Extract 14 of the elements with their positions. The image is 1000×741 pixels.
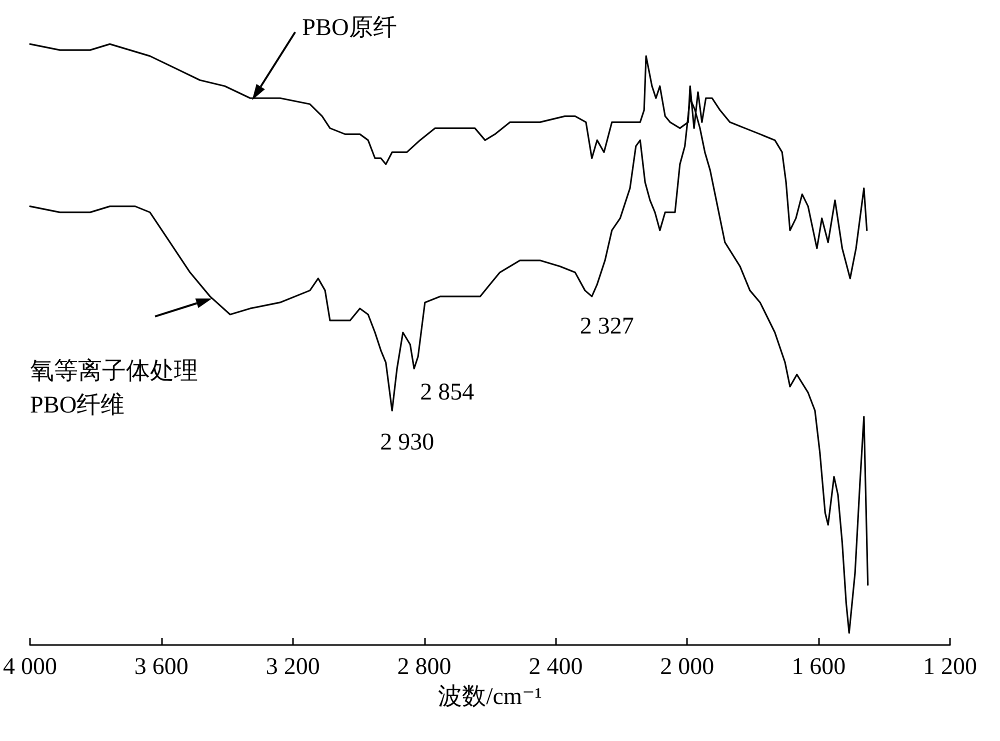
x-tick-label: 3 600 (134, 654, 188, 680)
annotation: 2 327 (580, 313, 634, 340)
x-tick-label: 1 600 (792, 654, 846, 680)
x-tick-label: 2 800 (397, 654, 452, 680)
annotation: 2 854 (420, 380, 474, 406)
x-tick-label: 3 200 (266, 654, 320, 680)
text: PBO原纤 (302, 15, 397, 42)
x-tick-label: 2 000 (660, 654, 714, 680)
x-tick-label: 4 000 (3, 654, 57, 680)
annotation: 2 930 (380, 430, 434, 456)
x-tick-label: 2 400 (528, 654, 583, 680)
text: 氧等离子体处理 PBO纤维 (30, 357, 198, 418)
x-axis-title: 波数/cm⁻¹ (438, 684, 542, 710)
x-tick-label: 1 200 (923, 654, 977, 680)
